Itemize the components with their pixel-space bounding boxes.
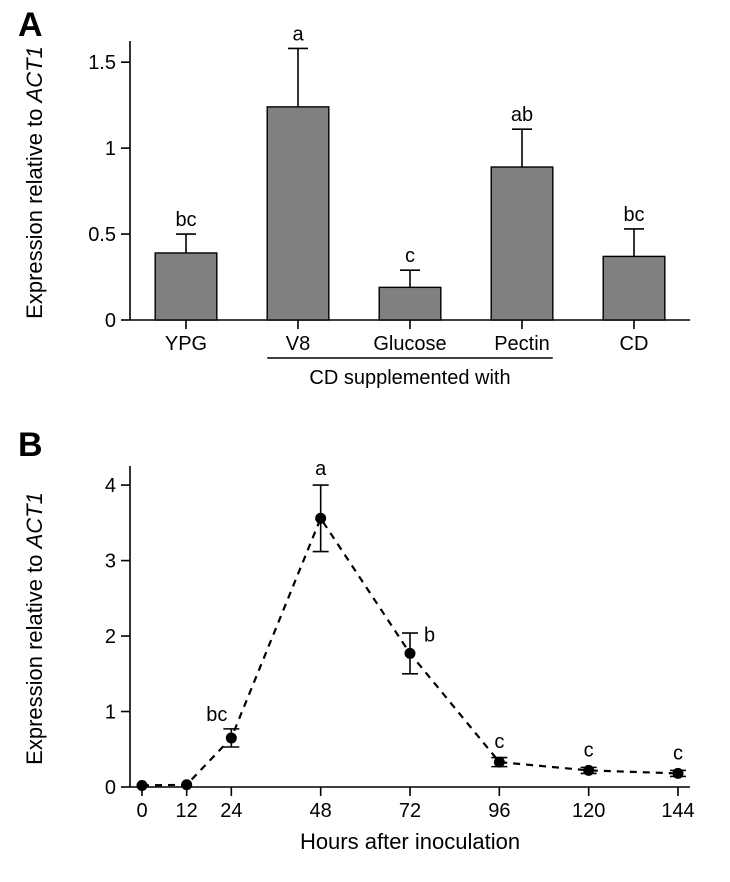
svg-text:1: 1: [105, 138, 116, 160]
svg-text:bc: bc: [175, 209, 196, 231]
bar: [267, 107, 329, 320]
svg-text:b: b: [424, 624, 435, 646]
svg-text:0: 0: [105, 777, 116, 799]
line-chart: 0123401224487296120144bcabcccHours after…: [0, 420, 730, 877]
bar-chart: 0 0.5 1 1.5 bc YPG a V8 c Glucose ab Pectin bc CD CD s…: [0, 0, 730, 420]
svg-text:Expression relative to ACT1: Expression relative to ACT1: [22, 46, 47, 319]
svg-text:120: 120: [572, 800, 605, 822]
svg-text:4: 4: [105, 475, 116, 497]
data-point: [584, 765, 594, 775]
svg-text:V8: V8: [286, 333, 310, 355]
svg-text:bc: bc: [623, 204, 644, 226]
svg-text:0: 0: [136, 800, 147, 822]
svg-text:48: 48: [310, 800, 332, 822]
svg-text:c: c: [494, 731, 504, 753]
data-point: [137, 780, 147, 790]
svg-text:a: a: [315, 458, 327, 480]
svg-text:1.5: 1.5: [88, 52, 116, 74]
svg-text:Pectin: Pectin: [494, 333, 550, 355]
svg-text:c: c: [584, 739, 594, 761]
bar: [491, 167, 553, 320]
data-point: [226, 733, 236, 743]
data-point: [405, 648, 415, 658]
svg-text:Expression relative to ACT1: Expression relative to ACT1: [22, 492, 47, 765]
panel-a-label: A: [18, 6, 43, 45]
svg-text:96: 96: [488, 800, 510, 822]
svg-text:CD: CD: [620, 333, 649, 355]
data-point: [182, 780, 192, 790]
figure: 00.511.5bcYPGaV8cGlucoseabPectinbcCDCD s…: [0, 0, 730, 877]
svg-text:72: 72: [399, 800, 421, 822]
svg-text:3: 3: [105, 551, 116, 573]
svg-text:ab: ab: [511, 104, 533, 126]
panel-b-label: B: [18, 426, 43, 465]
bar: [379, 287, 441, 320]
data-point: [673, 768, 683, 778]
svg-text:0.5: 0.5: [88, 224, 116, 246]
svg-text:c: c: [673, 742, 683, 764]
svg-text:1: 1: [105, 702, 116, 724]
svg-text:0: 0: [105, 310, 116, 332]
svg-text:bc: bc: [206, 704, 227, 726]
data-point: [316, 513, 326, 523]
svg-text:12: 12: [176, 800, 198, 822]
svg-text:Glucose: Glucose: [373, 333, 446, 355]
bar: [155, 253, 217, 320]
panel-a: 0 0.5 1 1.5 bc YPG a V8 c Glucose ab Pectin bc CD CD s…: [0, 0, 730, 420]
svg-text:a: a: [292, 23, 304, 45]
svg-text:YPG: YPG: [165, 333, 207, 355]
panel-b: 0123401224487296120144bcabcccHours after…: [0, 420, 730, 877]
svg-text:2: 2: [105, 626, 116, 648]
svg-text:CD supplemented with: CD supplemented with: [309, 367, 510, 389]
svg-text:c: c: [405, 245, 415, 267]
svg-text:144: 144: [661, 800, 694, 822]
bar: [603, 256, 665, 320]
svg-text:24: 24: [220, 800, 242, 822]
data-point: [494, 757, 504, 767]
svg-text:Hours after inoculation: Hours after inoculation: [300, 829, 520, 854]
